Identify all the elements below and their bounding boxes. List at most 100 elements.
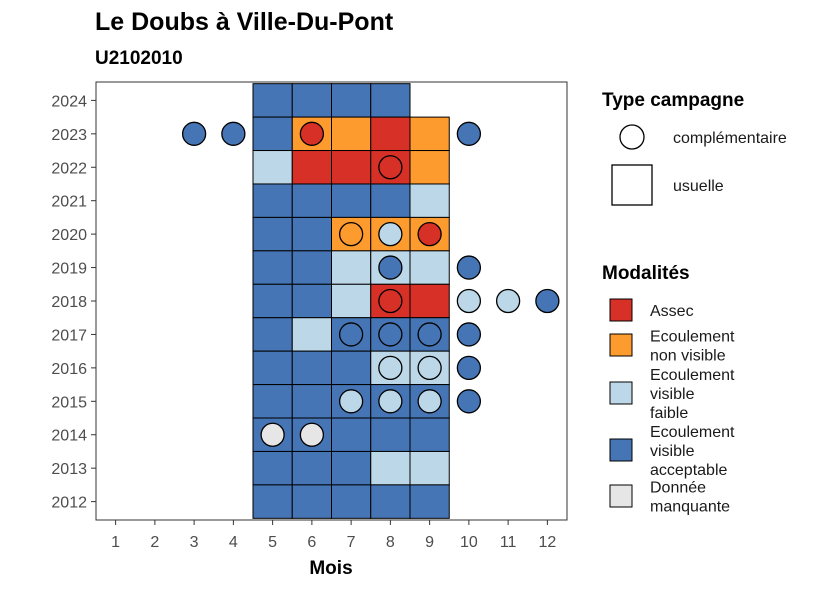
point-2017-10 <box>456 322 482 347</box>
point-2016-8 <box>378 355 403 381</box>
point-2023-6 <box>299 121 325 146</box>
y-tick-label: 2023 <box>51 127 87 144</box>
legend-campagne-label: complémentaire <box>673 130 787 147</box>
legend-key-assec <box>609 298 633 322</box>
legend-modalite-label: acceptable <box>650 462 727 479</box>
chart-subtitle: U2102010 <box>95 48 183 69</box>
tile-2024-8 <box>370 83 411 118</box>
tile-2014-7 <box>331 417 372 452</box>
legend-modalite-label: non visible <box>650 348 726 365</box>
tile-2023-9 <box>409 116 450 152</box>
y-tick-label: 2024 <box>51 93 87 110</box>
tile-2021-9 <box>409 183 450 218</box>
x-tick-label: 10 <box>460 534 478 551</box>
legend-modalite-label: Assec <box>650 303 694 320</box>
tile-2016-7 <box>331 350 372 386</box>
y-tick-label: 2016 <box>51 361 87 378</box>
x-tick-label: 2 <box>150 534 159 551</box>
point-2017-7 <box>338 322 364 347</box>
tile-2017-6 <box>291 317 332 352</box>
y-tick-label: 2012 <box>51 495 87 512</box>
plot-area <box>95 81 568 521</box>
legend-modalites-title: Modalités <box>602 263 690 284</box>
x-tick-label: 1 <box>111 534 120 551</box>
y-axis: 2012 2013 2014 2015 2016 2017 2018 2019 2020 2021… <box>51 93 96 512</box>
point-2017-9 <box>417 322 442 347</box>
y-tick-label: 2020 <box>51 227 87 244</box>
tile-2021-7 <box>331 183 372 218</box>
legend-key-faible <box>609 381 633 405</box>
tile-2022-9 <box>409 150 450 185</box>
legend-key-acceptable <box>609 438 633 462</box>
point-2014-6 <box>299 422 325 447</box>
tile-2012-8 <box>370 484 411 519</box>
point-2015-7 <box>338 389 364 414</box>
tile-2019-5 <box>252 250 293 285</box>
point-2018-10 <box>456 288 482 314</box>
tile-2016-6 <box>291 350 332 386</box>
tile-2020-6 <box>291 216 332 252</box>
tile-2023-5 <box>252 116 293 152</box>
point-2018-11 <box>495 288 521 314</box>
tile-2012-6 <box>291 484 332 519</box>
legend-campagne: Type campagne complémentaire usuelle <box>602 90 787 206</box>
tile-2022-7 <box>331 150 372 185</box>
x-tick-label: 5 <box>268 534 277 551</box>
y-tick-label: 2015 <box>51 394 87 411</box>
legend-modalite-label: visible <box>650 443 695 460</box>
x-axis: 1 2 3 4 5 6 7 8 9 10 11 12 <box>111 520 556 551</box>
tile-2015-5 <box>252 384 293 419</box>
chart-title: Le Doubs à Ville-Du-Pont <box>95 8 394 36</box>
y-tick-label: 2017 <box>51 327 87 344</box>
tile-2018-9 <box>409 283 450 319</box>
point-2015-9 <box>417 389 442 414</box>
tile-2013-9 <box>409 450 450 486</box>
point-2020-8 <box>378 221 403 247</box>
tile-2013-8 <box>370 450 411 486</box>
tile-2020-5 <box>252 216 293 252</box>
legend-key-nonvisible <box>609 333 633 357</box>
point-2016-10 <box>456 355 482 381</box>
point-2020-9 <box>417 221 442 247</box>
tile-2015-6 <box>291 384 332 419</box>
tile-2013-6 <box>291 450 332 486</box>
point-2019-10 <box>456 255 482 280</box>
point-2016-9 <box>417 355 442 381</box>
y-tick-label: 2014 <box>51 428 87 445</box>
tile-2024-7 <box>331 83 372 118</box>
x-tick-label: 3 <box>190 534 199 551</box>
tile-2013-5 <box>252 450 293 486</box>
tile-2021-6 <box>291 183 332 218</box>
legend-modalite-label: Ecoulement <box>650 329 735 346</box>
tile-2023-7 <box>331 116 372 152</box>
point-2018-8 <box>378 288 403 314</box>
tile-2013-7 <box>331 450 372 486</box>
tile-2024-5 <box>252 83 293 118</box>
tile-2022-5 <box>252 150 293 185</box>
y-tick-label: 2013 <box>51 461 87 478</box>
tile-2019-9 <box>409 250 450 285</box>
tile-2021-5 <box>252 183 293 218</box>
legend-modalite-label: faible <box>650 405 688 422</box>
tile-2023-8 <box>370 116 411 152</box>
point-2014-5 <box>260 422 285 447</box>
x-tick-label: 11 <box>500 534 517 551</box>
point-2023-3 <box>181 121 207 146</box>
point-2022-8 <box>378 155 403 180</box>
y-tick-label: 2019 <box>51 261 87 278</box>
legend-modalite-label: Ecoulement <box>650 367 735 384</box>
x-axis-title: Mois <box>309 558 352 579</box>
x-tick-label: 6 <box>307 534 316 551</box>
point-2018-12 <box>535 288 560 314</box>
point-2019-8 <box>378 255 403 280</box>
tile-2018-7 <box>331 283 372 319</box>
x-tick-label: 12 <box>538 534 556 551</box>
point-2023-4 <box>221 121 246 146</box>
tile-2018-5 <box>252 283 293 319</box>
tile-2022-6 <box>291 150 332 185</box>
tile-2019-7 <box>331 250 372 285</box>
x-tick-label: 7 <box>347 534 356 551</box>
legend-modalite-label: visible <box>650 386 695 403</box>
legend-modalite-label: Donnée <box>650 480 706 497</box>
